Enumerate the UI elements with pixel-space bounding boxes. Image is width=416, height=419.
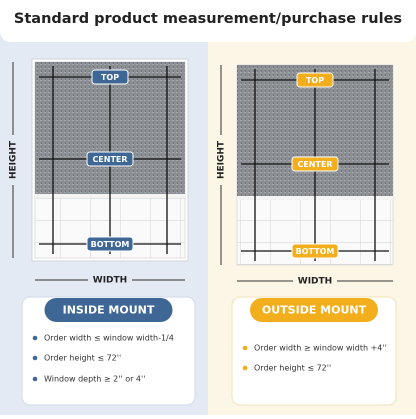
dimension-gap — [88, 274, 132, 286]
rule-text: Window depth ≥ 2'' or 4'' — [44, 375, 145, 384]
title: Standard product measurement/purchase ru… — [14, 11, 402, 27]
mount-pill — [250, 298, 378, 322]
label-pill — [296, 72, 334, 88]
label-pill — [291, 243, 339, 259]
label-top: TOP — [306, 76, 324, 85]
label-center: CENTER — [297, 160, 332, 169]
dimension-gap — [293, 275, 337, 287]
dimension-gap — [7, 135, 19, 185]
bullet — [32, 376, 38, 382]
label-pill — [86, 151, 134, 167]
height-label: HEIGHT — [217, 140, 227, 179]
label-bottom: BOTTOM — [91, 240, 130, 249]
bullet — [242, 365, 248, 371]
bullet — [242, 345, 248, 351]
bullet — [32, 335, 38, 341]
label-bottom: BOTTOM — [296, 247, 335, 256]
rules-card — [21, 296, 196, 406]
rule-text: Order width ≤ window width-1/4 — [44, 334, 174, 343]
dimension-gap — [215, 135, 227, 185]
width-label: WIDTH — [298, 277, 332, 287]
mount-title: OUTSIDE MOUNT — [262, 304, 367, 317]
label-top: TOP — [101, 73, 119, 82]
height-label: HEIGHT — [9, 140, 19, 179]
bullet — [32, 355, 38, 361]
mount-pill — [44, 298, 173, 322]
label-pill — [291, 156, 339, 172]
rules-card — [231, 296, 397, 406]
rule-text: Order height ≤ 72'' — [254, 364, 331, 373]
label-center: CENTER — [92, 155, 127, 164]
rule-text: Order height ≤ 72'' — [44, 354, 121, 363]
label-pill — [86, 236, 134, 252]
header-band — [0, 0, 416, 42]
rule-text: Order width ≥ window width +4'' — [254, 344, 387, 353]
mount-title: INSIDE MOUNT — [63, 304, 155, 317]
width-label: WIDTH — [93, 276, 127, 286]
label-pill — [91, 69, 129, 85]
